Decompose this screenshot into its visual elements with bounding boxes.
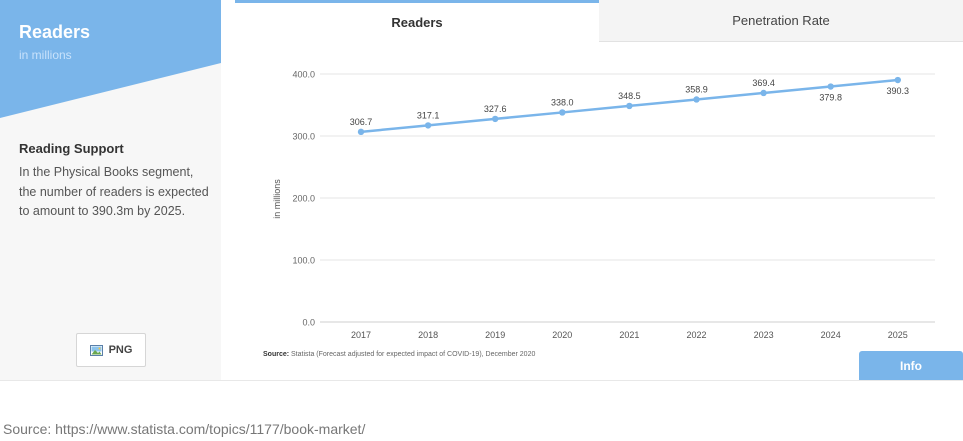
data-label: 338.0: [551, 97, 574, 107]
x-tick-label: 2017: [351, 330, 371, 340]
x-tick-label: 2021: [619, 330, 639, 340]
data-point: [760, 89, 767, 97]
data-point: [827, 83, 834, 90]
support-title: Reading Support: [19, 141, 124, 156]
data-label: 327.6: [484, 104, 507, 114]
panel-header: Readers in millions: [0, 0, 221, 120]
chart-source: Source: Statista (Forecast adjusted for …: [263, 351, 535, 358]
data-point: [492, 115, 499, 123]
x-tick-label: 2022: [686, 330, 706, 340]
image-icon: [89, 344, 103, 356]
data-label: 348.5: [618, 91, 641, 101]
data-label: 358.9: [685, 84, 708, 94]
data-label: 379.8: [819, 93, 842, 103]
x-tick-label: 2018: [418, 330, 438, 340]
x-tick-label: 2025: [888, 330, 908, 340]
data-point: [626, 102, 633, 110]
data-point: [559, 109, 566, 116]
x-tick-label: 2019: [485, 330, 505, 340]
chart-panel: Readers Penetration Rate 0.0 100.0 200.0 30…: [235, 0, 963, 380]
data-label: 306.7: [350, 117, 373, 127]
divider: [0, 380, 963, 381]
data-label: 369.4: [752, 78, 775, 88]
support-text: In the Physical Books segment, the numbe…: [19, 165, 209, 218]
source-prefix: Source:: [263, 351, 290, 358]
png-button-label: PNG: [108, 344, 133, 356]
y-tick-label: 400.0: [292, 70, 315, 80]
left-panel: Readers in millions Reading Support In t…: [0, 0, 221, 380]
png-download-button[interactable]: PNG: [76, 333, 146, 367]
page-source: Source: https://www.statista.com/topics/…: [3, 421, 366, 437]
panel-title: Readers: [19, 22, 91, 42]
line-chart: 0.0 100.0 200.0 300.0 400.0 in millions 2017 20…: [272, 70, 935, 340]
data-point: [693, 96, 700, 103]
y-axis-label: in millions: [272, 179, 282, 219]
tab-penetration-rate[interactable]: Penetration Rate: [599, 0, 963, 42]
info-button[interactable]: Info: [859, 351, 963, 380]
header-background: [0, 0, 221, 118]
y-tick-label: 0.0: [302, 318, 315, 328]
x-tick-label: 2024: [821, 330, 841, 340]
source-text: Statista (Forecast adjusted for expected…: [291, 351, 536, 358]
x-tick-label: 2020: [552, 330, 572, 340]
data-point: [357, 128, 365, 136]
tab-bar: Readers Penetration Rate: [235, 0, 963, 42]
data-label: 390.3: [887, 86, 910, 96]
tab-readers[interactable]: Readers: [235, 0, 599, 42]
y-tick-label: 300.0: [292, 132, 315, 142]
y-tick-label: 100.0: [292, 256, 315, 266]
data-point: [424, 122, 432, 129]
x-tick-label: 2023: [754, 330, 774, 340]
data-point: [894, 76, 901, 84]
data-label: 317.1: [417, 110, 440, 120]
panel-subtitle: in millions: [19, 48, 72, 62]
y-tick-label: 200.0: [292, 194, 315, 204]
